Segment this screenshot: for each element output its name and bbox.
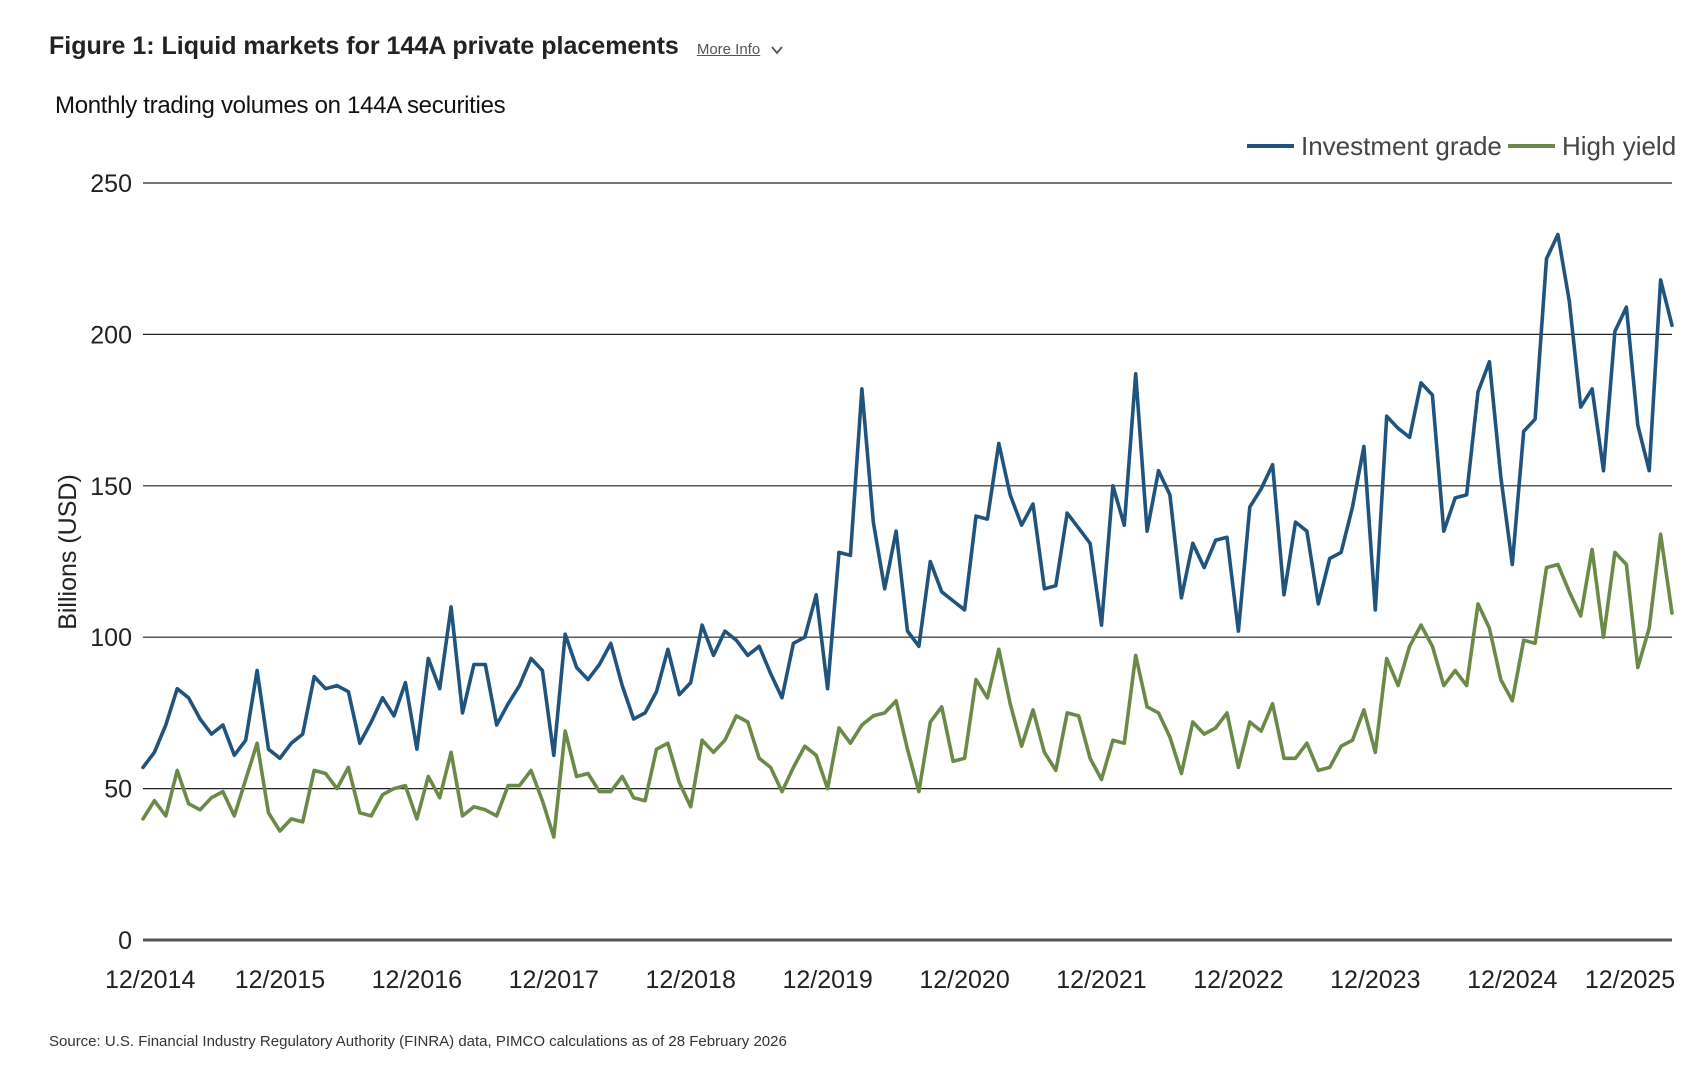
x-tick-label: 12/2023 (1330, 966, 1420, 994)
y-axis-label: Billions (USD) (54, 474, 82, 630)
x-tick-label: 12/2016 (372, 966, 462, 994)
more-info-label[interactable]: More Info (696, 41, 761, 58)
x-tick-label: 12/2021 (1056, 966, 1146, 994)
chart-subtitle: Monthly trading volumes on 144A securiti… (55, 92, 506, 119)
legend-label: High yield (1562, 131, 1676, 161)
chevron-down-icon[interactable] (770, 43, 784, 57)
y-tick-label: 50 (104, 776, 132, 804)
figure-header: Figure 1: Liquid markets for 144A privat… (49, 32, 784, 61)
x-tick-label: 12/2017 (509, 966, 599, 994)
figure-title: Figure 1: Liquid markets for 144A privat… (49, 32, 679, 60)
x-tick-label: 12/2014 (105, 966, 195, 994)
y-axis-ticks: 0 50 100 150 200 250 (90, 170, 132, 955)
y-tick-label: 200 (90, 321, 132, 349)
x-axis-ticks: 12/2014 12/2015 12/2016 12/2017 12/2018 12/20… (105, 966, 1675, 994)
series-lines (141, 232, 1674, 839)
x-tick-label: 12/2024 (1467, 966, 1557, 994)
legend-label: Investment grade (1301, 131, 1502, 161)
series-line-high-yield (141, 532, 1674, 839)
x-tick-label: 12/2019 (782, 966, 872, 994)
legend-investment-grade: Investment grade (1247, 131, 1502, 161)
source-note: Source: U.S. Financial Industry Regulato… (49, 1033, 787, 1050)
x-tick-label: 12/2025 (1585, 966, 1675, 994)
chart-legend: Investment grade High yield (1247, 131, 1676, 161)
y-tick-label: 100 (90, 624, 132, 652)
x-tick-label: 12/2018 (646, 966, 736, 994)
legend-high-yield: High yield (1508, 131, 1676, 161)
x-tick-label: 12/2022 (1193, 966, 1283, 994)
series-line-investment-grade (141, 232, 1674, 770)
x-tick-label: 12/2015 (235, 966, 325, 994)
y-tick-label: 0 (118, 927, 132, 955)
x-tick-label: 12/2020 (919, 966, 1009, 994)
y-tick-label: 250 (90, 170, 132, 198)
gridlines (143, 182, 1672, 942)
y-tick-label: 150 (90, 473, 132, 501)
more-info-toggle[interactable]: More Info (697, 41, 784, 58)
